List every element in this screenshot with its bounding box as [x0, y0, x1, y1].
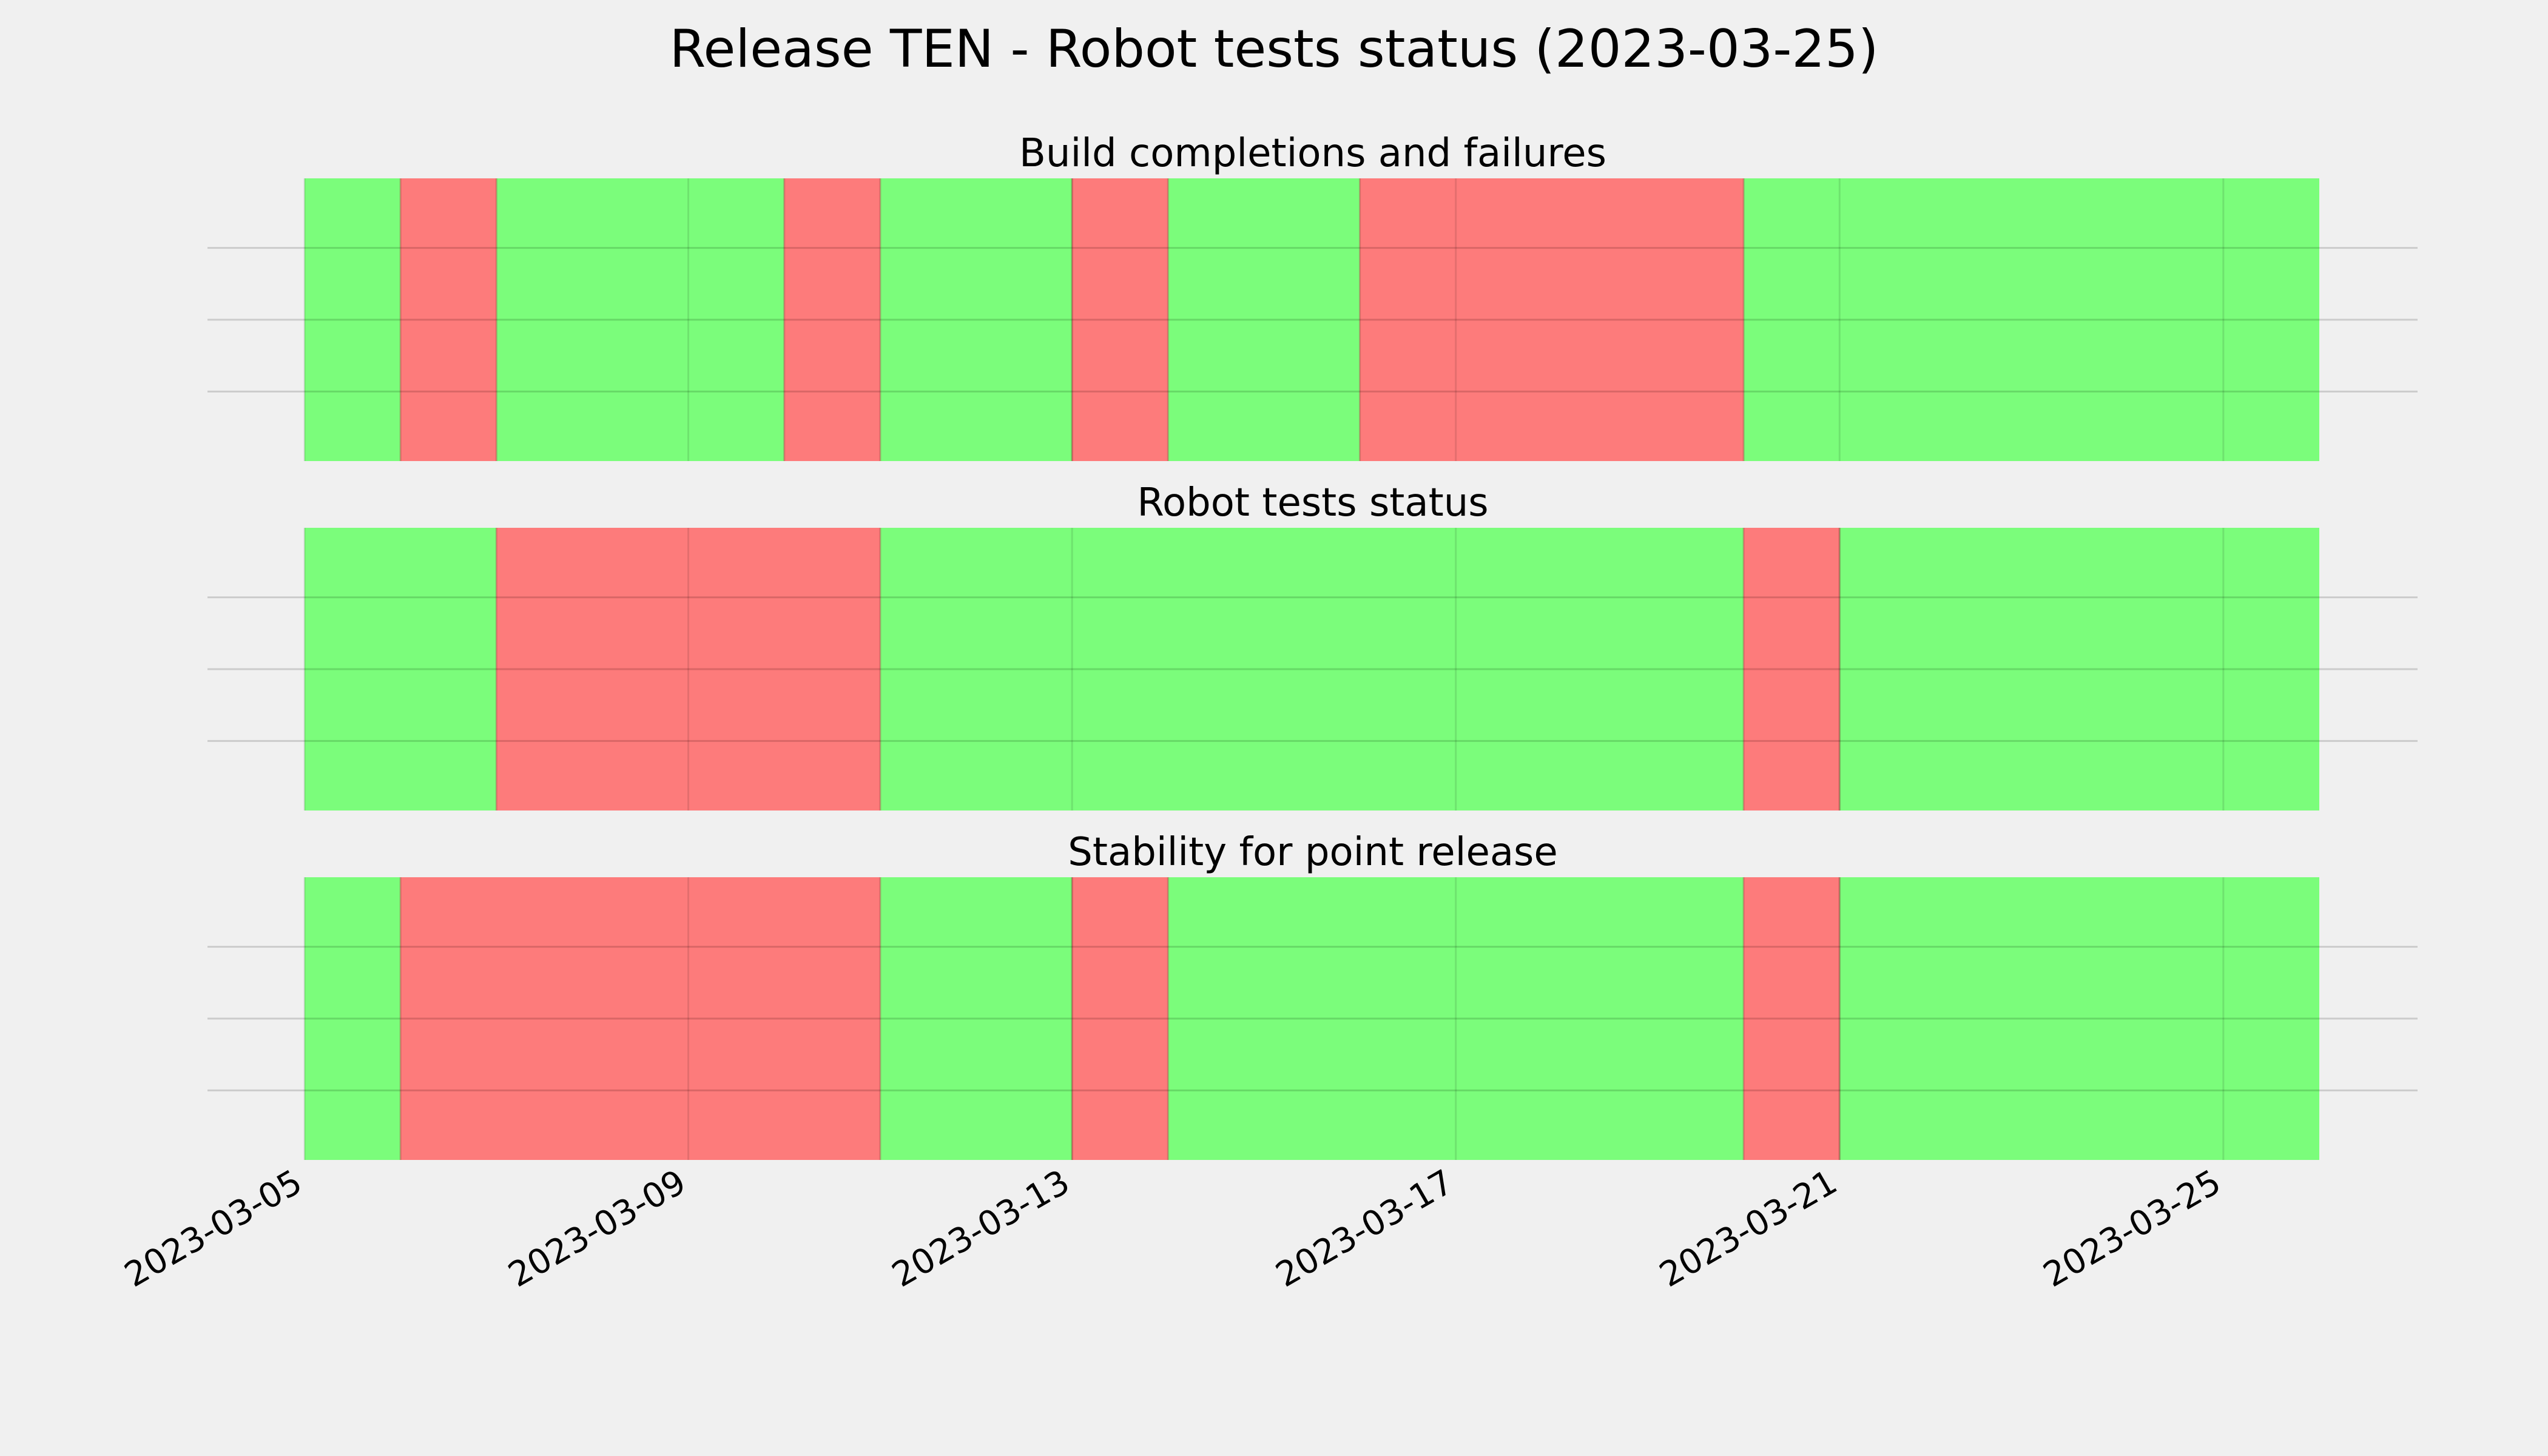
panel-title: Build completions and failures: [1019, 131, 1606, 176]
status-segment-pass: [880, 528, 1744, 811]
status-segment-fail: [784, 178, 880, 461]
panel-2: Robot tests status: [207, 480, 2418, 811]
x-tick-label: 2023-03-05: [118, 1162, 309, 1295]
panel-title: Robot tests status: [1137, 480, 1488, 525]
status-segment-fail: [1744, 528, 1840, 811]
status-segment-fail: [496, 528, 880, 811]
status-segment-fail: [1360, 178, 1744, 461]
panel-title: Stability for point release: [1068, 830, 1558, 875]
status-segment-pass: [496, 178, 784, 461]
status-segment-pass: [1168, 877, 1744, 1160]
status-segment-pass: [880, 178, 1073, 461]
chart-title: Release TEN - Robot tests status (2023-0…: [670, 19, 1879, 79]
chart-panels: Build completions and failures Robot test…: [207, 131, 2418, 1160]
status-segment-fail: [400, 178, 497, 461]
x-tick-label: 2023-03-13: [886, 1162, 1076, 1295]
status-segment-fail: [1072, 178, 1168, 461]
x-tick-label: 2023-03-17: [1269, 1162, 1460, 1295]
status-segment-fail: [1744, 877, 1840, 1160]
status-segment-pass: [1839, 877, 2319, 1160]
panel-3: Stability for point release: [207, 830, 2418, 1160]
status-segment-pass: [880, 877, 1073, 1160]
status-segment-pass: [305, 877, 401, 1160]
x-axis-tick-labels: 2023-03-05 2023-03-09 2023-03-13 2023-03-17…: [118, 1162, 2228, 1295]
status-segment-pass: [1744, 178, 2319, 461]
status-segment-pass: [1168, 178, 1360, 461]
status-segment-pass: [305, 528, 497, 811]
status-segment-pass: [1839, 528, 2319, 811]
x-tick-label: 2023-03-09: [502, 1162, 692, 1295]
status-segment-fail: [400, 877, 880, 1160]
status-segment-fail: [1072, 877, 1168, 1160]
x-tick-label: 2023-03-25: [2037, 1162, 2228, 1295]
panel-1: Build completions and failures: [207, 131, 2418, 461]
x-tick-label: 2023-03-21: [1653, 1162, 1844, 1295]
status-segment-pass: [305, 178, 401, 461]
